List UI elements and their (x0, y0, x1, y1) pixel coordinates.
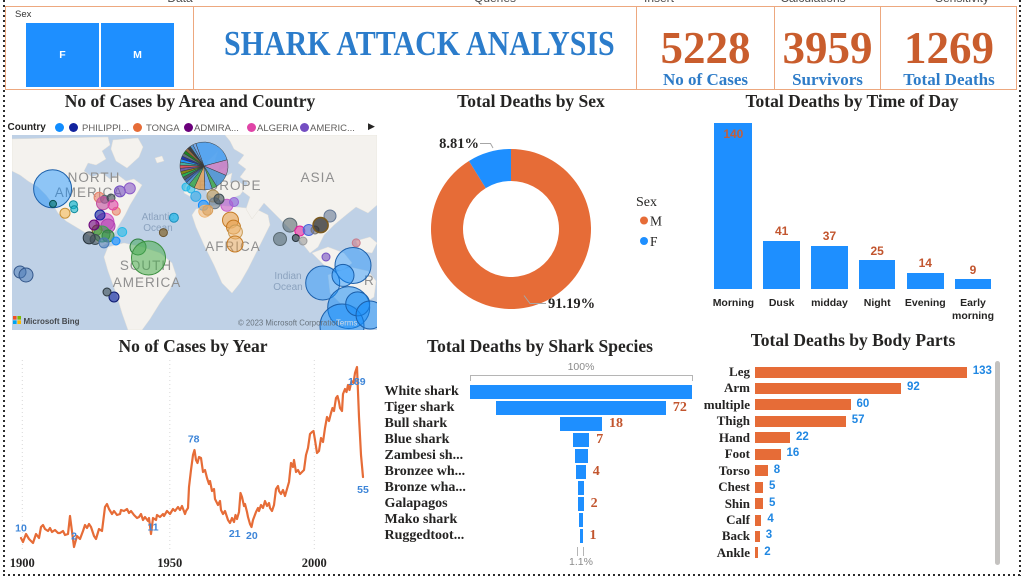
svg-text:2000: 2000 (302, 556, 327, 570)
svg-text:NORTH: NORTH (68, 170, 121, 185)
svg-text:© 2023 Microsoft Corporation: © 2023 Microsoft Corporation (238, 319, 340, 328)
svg-text:2: 2 (71, 531, 77, 543)
svg-text:ASIA: ASIA (301, 170, 336, 185)
svg-text:11: 11 (147, 522, 158, 534)
svg-text:1950: 1950 (157, 556, 182, 570)
svg-text:91.19%: 91.19% (548, 296, 595, 312)
svg-text:20: 20 (246, 530, 258, 542)
svg-text:55: 55 (357, 484, 369, 496)
svg-text:Ocean: Ocean (143, 223, 172, 234)
svg-text:Atlantic: Atlantic (142, 212, 175, 223)
svg-text:21: 21 (229, 528, 241, 540)
svg-text:Ocean: Ocean (273, 282, 302, 293)
svg-text:AFRICA: AFRICA (205, 239, 261, 254)
svg-text:AMERICA: AMERICA (113, 275, 182, 290)
svg-text:Microsoft Bing: Microsoft Bing (24, 317, 80, 326)
svg-text:R: R (364, 273, 375, 288)
svg-text:Sex: Sex (636, 195, 657, 210)
svg-text:F: F (650, 234, 658, 249)
svg-text:Indian: Indian (274, 271, 301, 282)
svg-text:78: 78 (188, 434, 200, 446)
svg-text:189: 189 (348, 376, 366, 388)
svg-text:8.81%: 8.81% (439, 136, 479, 152)
svg-text:M: M (650, 214, 662, 229)
svg-text:1900: 1900 (10, 556, 35, 570)
svg-text:10: 10 (15, 523, 27, 535)
svg-text:Terms: Terms (336, 319, 357, 328)
